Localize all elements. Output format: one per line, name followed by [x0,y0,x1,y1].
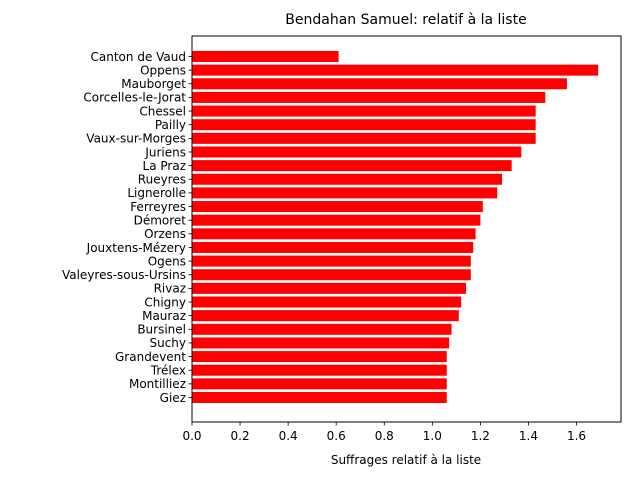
bar [192,214,481,226]
y-tick-label: Giez [160,391,186,405]
bar [192,91,546,103]
y-tick-label: Chessel [139,104,186,118]
bar [192,364,447,376]
bar [192,105,536,117]
y-tick-label: Grandevent [115,350,186,364]
chart-title: Bendahan Samuel: relatif à la liste [285,12,526,28]
x-axis: 0.0 0.2 0.4 0.6 0.8 1.0 1.2 1.4 1.6 [182,422,586,443]
y-tick-label: Trélex [150,364,186,378]
y-tick-label: Rivaz [154,282,186,296]
bar [192,337,450,349]
y-tick-label: Bursinel [137,323,186,337]
bar [192,187,498,199]
y-tick-label: La Praz [143,159,186,173]
y-tick-label: Valeyres-sous-Ursins [62,268,186,282]
y-tick-label: Ogens [148,254,186,268]
x-tick-label: 0.8 [375,429,394,443]
x-tick-label: 1.0 [423,429,442,443]
bar [192,351,447,363]
bar [192,255,471,267]
bar [192,282,466,294]
bar [192,64,599,76]
y-tick-label: Chigny [144,295,186,309]
bar [192,119,536,131]
bar [192,173,503,185]
y-tick-label: Orzens [144,227,186,241]
y-tick-label: Ferreyres [130,200,186,214]
x-tick-label: 0.2 [231,429,250,443]
bar [192,228,476,240]
bar [192,392,447,403]
y-tick-label: Canton de Vaud [91,50,186,64]
bars [192,51,599,403]
y-tick-label: Montilliez [129,377,186,391]
y-tick-label: Lignerolle [127,186,186,200]
y-tick-label: Vaux-sur-Morges [86,132,186,146]
bar [192,378,447,390]
bar [192,160,512,172]
bar [192,78,567,90]
x-axis-label: Suffrages relatif à la liste [331,453,481,467]
x-tick-label: 0.0 [182,429,201,443]
bar [192,310,459,322]
y-tick-label: Jouxtens-Mézery [86,241,186,255]
bar [192,269,471,281]
y-tick-label: Juriens [144,145,186,159]
x-tick-label: 1.2 [471,429,490,443]
x-tick-label: 0.4 [279,429,298,443]
x-tick-label: 1.6 [567,429,586,443]
x-tick-label: 1.4 [519,429,538,443]
bar [192,241,474,253]
y-tick-label: Mauraz [142,309,186,323]
bar [192,51,339,62]
bar [192,323,452,335]
y-tick-label: Rueyres [138,173,186,187]
bar [192,132,536,144]
bar [192,296,462,308]
x-tick-label: 0.6 [327,429,346,443]
plot-area: 0.0 0.2 0.4 0.6 0.8 1.0 1.2 1.4 1.6 Canton de Va… [62,35,622,443]
y-tick-label: Mauborget [121,77,186,91]
bar [192,146,522,158]
y-tick-label: Corcelles-le-Jorat [83,91,186,105]
y-tick-label: Démoret [134,213,187,227]
bar [192,201,483,213]
y-tick-label: Oppens [140,63,186,77]
y-tick-label: Suchy [149,336,186,350]
y-tick-label: Pailly [155,118,186,132]
axes-frame [191,35,622,423]
y-axis: Canton de VaudOppensMauborgetCorcelles-l… [62,50,192,405]
